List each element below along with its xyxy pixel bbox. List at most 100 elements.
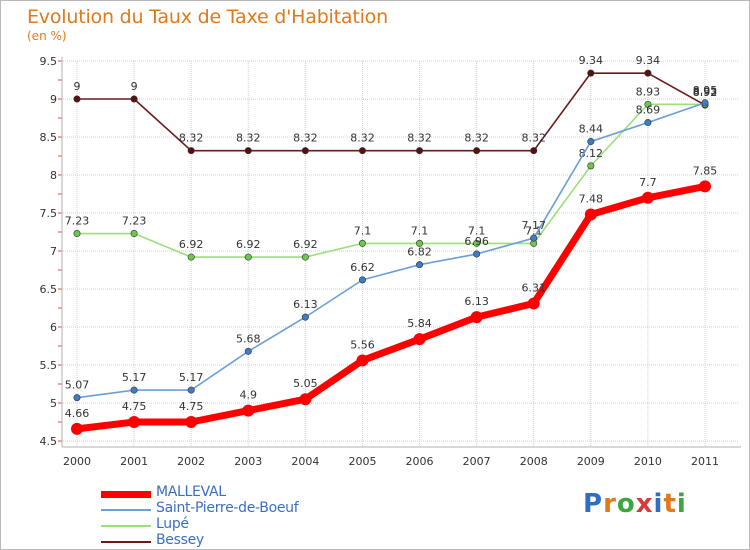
data-point [473, 250, 481, 258]
data-point [299, 393, 312, 406]
x-tick-label: 2009 [577, 455, 605, 468]
y-tick-label: 5.5 [40, 359, 58, 372]
data-point [473, 147, 481, 155]
data-label: 5.05 [293, 377, 318, 390]
data-label: 8.32 [464, 132, 489, 145]
data-label: 6.96 [464, 235, 489, 248]
data-label: 8.32 [350, 132, 375, 145]
data-label: 8.32 [179, 132, 204, 145]
data-label: 8.92 [693, 86, 718, 99]
data-label: 8.32 [236, 132, 261, 145]
data-label: 5.56 [350, 338, 375, 351]
data-label: 8.32 [521, 132, 546, 145]
logo-letter: i [676, 489, 687, 519]
data-point [416, 261, 424, 269]
y-tick-label: 5 [50, 397, 57, 410]
data-point [470, 311, 483, 324]
proxiti-logo: Proxiti [583, 489, 687, 519]
legend-label: Saint-Pierre-de-Boeuf [156, 500, 299, 516]
data-label: 8.93 [636, 85, 661, 98]
series-line-malleval [73, 182, 709, 433]
data-label: 8.32 [407, 132, 432, 145]
x-tick-label: 2011 [691, 455, 719, 468]
data-point [699, 180, 711, 193]
logo-letter: P [583, 489, 604, 519]
data-label: 7.17 [521, 219, 546, 232]
data-point [187, 253, 195, 261]
legend-swatch [101, 509, 151, 511]
data-label: 5.84 [407, 317, 432, 330]
data-point [301, 147, 309, 155]
data-point [242, 404, 255, 417]
data-label: 4.75 [179, 400, 204, 413]
x-tick-label: 2002 [177, 455, 205, 468]
data-label: 9.34 [636, 54, 661, 67]
logo-letter: r [603, 489, 617, 519]
data-label: 5.68 [236, 332, 261, 345]
data-label: 6.82 [407, 246, 432, 259]
data-label: 6.62 [350, 261, 375, 274]
series-line-bessey [76, 72, 706, 152]
data-label: 9 [74, 80, 81, 93]
data-point [358, 276, 366, 284]
data-label: 5.07 [65, 379, 90, 392]
data-point [356, 354, 369, 367]
legend-label: Bessey [156, 532, 204, 548]
data-point [187, 147, 195, 155]
data-label: 6.13 [293, 298, 318, 311]
data-point [416, 239, 424, 247]
y-tick-label: 7.5 [40, 207, 58, 220]
data-point [584, 208, 597, 221]
chart-subtitle: (en %) [27, 29, 67, 43]
y-tick-label: 9 [50, 93, 57, 106]
logo-letter: o [616, 489, 636, 519]
logo-letter: i [653, 489, 664, 519]
data-point [473, 239, 481, 247]
data-point [587, 138, 595, 146]
data-point [644, 69, 652, 77]
series-line-saint-pierre-de-boeuf [76, 102, 706, 399]
data-label: 7.48 [579, 193, 604, 206]
x-tick-label: 2001 [120, 455, 148, 468]
data-point [244, 253, 252, 261]
data-label: 8.32 [293, 132, 318, 145]
data-point [641, 191, 654, 204]
x-tick-label: 2005 [348, 455, 376, 468]
data-label: 9.34 [579, 54, 604, 67]
data-label: 8.69 [636, 104, 661, 117]
x-tick-label: 2010 [634, 455, 662, 468]
data-point [244, 147, 252, 155]
logo-letter: x [635, 489, 654, 519]
data-point [73, 95, 81, 103]
legend-swatch [101, 491, 151, 498]
data-point [358, 147, 366, 155]
data-label: 7.23 [65, 215, 90, 228]
y-tick-label: 9.5 [40, 55, 58, 68]
data-label: 5.17 [179, 371, 204, 384]
data-point [530, 234, 538, 242]
data-point [187, 386, 195, 394]
series-line-lup- [76, 103, 706, 258]
data-label: 6.92 [236, 238, 261, 251]
data-point [587, 69, 595, 77]
y-tick-label: 4.5 [40, 435, 58, 448]
data-point [301, 253, 309, 261]
data-label: 9 [131, 80, 138, 93]
data-point [73, 394, 81, 402]
y-tick-label: 7 [50, 245, 57, 258]
data-label: 5.17 [122, 371, 147, 384]
data-label: 7.1 [525, 224, 543, 237]
data-label: 4.75 [122, 400, 147, 413]
chart-title: Evolution du Taux de Taxe d'Habitation [27, 6, 388, 28]
data-point [527, 297, 540, 310]
data-label: 6.31 [521, 281, 546, 294]
x-tick-label: 2000 [63, 455, 91, 468]
data-point [301, 313, 309, 321]
data-point [130, 386, 138, 394]
x-tick-label: 2004 [291, 455, 319, 468]
data-label: 8.93 [693, 85, 718, 98]
data-point [644, 100, 652, 108]
data-label: 4.9 [240, 389, 258, 402]
